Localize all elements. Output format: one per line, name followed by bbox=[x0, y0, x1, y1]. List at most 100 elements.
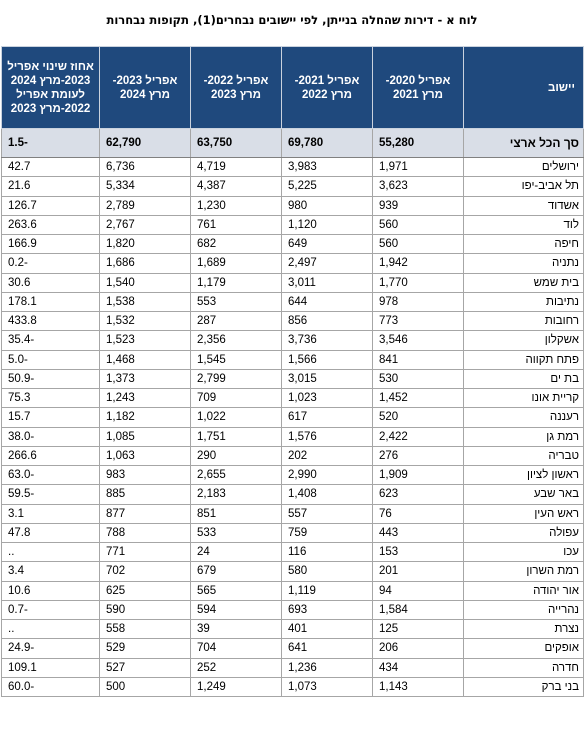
cell-change: 126.7 bbox=[1, 195, 100, 216]
total-2021: 69,780 bbox=[281, 128, 373, 158]
cell-2020: 153 bbox=[372, 541, 464, 563]
cell-2020: 434 bbox=[372, 657, 464, 678]
cell-2022: 1,022 bbox=[190, 407, 282, 428]
cell-2020: 773 bbox=[372, 310, 464, 332]
housing-starts-table: יישוב אפריל 2020- מרץ 2021 אפריל 2021- מ… bbox=[1, 46, 584, 698]
cell-2022: 679 bbox=[190, 561, 282, 582]
header-percent-change: אחוז שינוי אפריל 2023-מרץ 2024 לעומת אפר… bbox=[1, 46, 100, 129]
cell-2022: 553 bbox=[190, 291, 282, 313]
cell-2022: 4,387 bbox=[190, 176, 282, 197]
cell-change: 3.1 bbox=[1, 503, 100, 524]
cell-2021: 2,497 bbox=[281, 253, 373, 274]
cell-change: -0.2 bbox=[1, 253, 100, 274]
table-row: טבריה 276 202 290 1,063 266.6 bbox=[1, 445, 584, 467]
cell-2023: 1,182 bbox=[99, 407, 191, 428]
cell-2021: 5,225 bbox=[281, 176, 373, 197]
cell-2023: 1,532 bbox=[99, 310, 191, 332]
cell-change: 75.3 bbox=[1, 387, 100, 409]
cell-2020: 520 bbox=[372, 407, 464, 428]
cell-town: עכו bbox=[463, 541, 584, 563]
cell-town: בית שמש bbox=[463, 272, 584, 293]
cell-2022: 24 bbox=[190, 541, 282, 563]
cell-2022: 565 bbox=[190, 580, 282, 601]
cell-town: אופקים bbox=[463, 638, 584, 659]
cell-2020: 3,546 bbox=[372, 330, 464, 351]
cell-2021: 649 bbox=[281, 233, 373, 255]
cell-2023: 527 bbox=[99, 657, 191, 678]
cell-2020: 530 bbox=[372, 368, 464, 390]
header-period-2020: אפריל 2020- מרץ 2021 bbox=[372, 46, 464, 129]
cell-2022: 2,183 bbox=[190, 484, 282, 505]
cell-2021: 116 bbox=[281, 541, 373, 563]
cell-2020: 125 bbox=[372, 618, 464, 640]
cell-2021: 1,023 bbox=[281, 387, 373, 409]
cell-2022: 1,179 bbox=[190, 272, 282, 293]
table-row: באר שבע 623 1,408 2,183 885 -59.5 bbox=[1, 484, 584, 505]
cell-2021: 3,736 bbox=[281, 330, 373, 351]
cell-town: אשדוד bbox=[463, 195, 584, 216]
cell-change: 266.6 bbox=[1, 445, 100, 467]
cell-town: פתח תקווה bbox=[463, 349, 584, 370]
table-row: נתיבות 978 644 553 1,538 178.1 bbox=[1, 291, 584, 313]
table-row: ראש העין 76 557 851 877 3.1 bbox=[1, 503, 584, 524]
table-row: תל אביב-יפו 3,623 5,225 4,387 5,334 21.6 bbox=[1, 176, 584, 197]
table-row: לוד 560 1,120 761 2,767 263.6 bbox=[1, 214, 584, 236]
table-row: חיפה 560 649 682 1,820 166.9 bbox=[1, 233, 584, 255]
cell-town: נתניה bbox=[463, 253, 584, 274]
cell-2020: 939 bbox=[372, 195, 464, 216]
cell-2020: 1,971 bbox=[372, 156, 464, 178]
cell-town: רמת גן bbox=[463, 426, 584, 447]
cell-change: 3.4 bbox=[1, 561, 100, 582]
total-change: -1.5 bbox=[1, 128, 100, 158]
cell-change: 47.8 bbox=[1, 522, 100, 544]
cell-2020: 560 bbox=[372, 214, 464, 236]
table-row: נהרייה 1,584 693 594 590 -0.7 bbox=[1, 599, 584, 621]
table-row: אשקלון 3,546 3,736 2,356 1,523 -35.4 bbox=[1, 330, 584, 351]
cell-2021: 644 bbox=[281, 291, 373, 313]
table-row: רמת השרון 201 580 679 702 3.4 bbox=[1, 561, 584, 582]
cell-2020: 3,623 bbox=[372, 176, 464, 197]
cell-change: 166.9 bbox=[1, 233, 100, 255]
cell-2020: 841 bbox=[372, 349, 464, 370]
cell-2021: 693 bbox=[281, 599, 373, 621]
cell-town: חיפה bbox=[463, 233, 584, 255]
cell-change: 263.6 bbox=[1, 214, 100, 236]
cell-town: ירושלים bbox=[463, 156, 584, 178]
table-title: לוח א - דירות שהחלה בנייתן, לפי יישובים … bbox=[106, 13, 478, 27]
cell-2020: 560 bbox=[372, 233, 464, 255]
cell-2020: 1,143 bbox=[372, 676, 464, 698]
cell-2021: 1,120 bbox=[281, 214, 373, 236]
cell-change: .. bbox=[1, 618, 100, 640]
cell-2023: 885 bbox=[99, 484, 191, 505]
cell-2020: 276 bbox=[372, 445, 464, 467]
cell-2023: 590 bbox=[99, 599, 191, 621]
header-row: יישוב אפריל 2020- מרץ 2021 אפריל 2021- מ… bbox=[1, 46, 584, 129]
cell-2022: 2,799 bbox=[190, 368, 282, 390]
cell-2022: 290 bbox=[190, 445, 282, 467]
cell-change: -38.0 bbox=[1, 426, 100, 447]
table-row: אשדוד 939 980 1,230 2,789 126.7 bbox=[1, 195, 584, 216]
cell-town: נתיבות bbox=[463, 291, 584, 313]
cell-2022: 533 bbox=[190, 522, 282, 544]
table-row: עכו 153 116 24 771.. bbox=[1, 541, 584, 563]
cell-change: -60.0 bbox=[1, 676, 100, 698]
cell-2022: 761 bbox=[190, 214, 282, 236]
cell-change: 21.6 bbox=[1, 176, 100, 197]
cell-2023: 558 bbox=[99, 618, 191, 640]
cell-town: תל אביב-יפו bbox=[463, 176, 584, 197]
cell-town: בני ברק bbox=[463, 676, 584, 698]
cell-2021: 202 bbox=[281, 445, 373, 467]
cell-town: ראש העין bbox=[463, 503, 584, 524]
cell-2022: 4,719 bbox=[190, 156, 282, 178]
cell-2022: 1,230 bbox=[190, 195, 282, 216]
cell-change: 433.8 bbox=[1, 310, 100, 332]
cell-2020: 1,770 bbox=[372, 272, 464, 293]
cell-2022: 2,356 bbox=[190, 330, 282, 351]
cell-2023: 6,736 bbox=[99, 156, 191, 178]
cell-change: -35.4 bbox=[1, 330, 100, 351]
cell-2023: 500 bbox=[99, 676, 191, 698]
table-row: רמת גן 2,422 1,576 1,751 1,085 -38.0 bbox=[1, 426, 584, 447]
cell-2021: 617 bbox=[281, 407, 373, 428]
cell-2021: 1,073 bbox=[281, 676, 373, 698]
total-2020: 55,280 bbox=[372, 128, 464, 158]
